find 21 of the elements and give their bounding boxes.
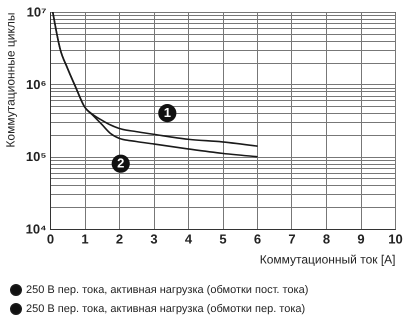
x-tick-label: 10 <box>388 232 403 246</box>
y-tick-label: 10⁶ <box>26 76 47 92</box>
x-tick-label: 7 <box>288 232 296 246</box>
x-tick-label: 9 <box>357 232 365 246</box>
y-axis-title: Коммутационные циклы <box>4 12 18 148</box>
x-tick-label: 1 <box>81 232 89 246</box>
x-tick-label: 4 <box>184 232 193 246</box>
x-tick-label: 3 <box>150 232 158 246</box>
x-tick-label: 0 <box>46 232 54 246</box>
x-axis-title: Коммутационный ток [A] <box>260 252 396 266</box>
annotation: 1 <box>164 105 171 120</box>
legend-label: 250 В пер. тока, активная нагрузка (обмотки пер. тока) <box>26 303 306 315</box>
y-tick-label: 10⁷ <box>26 4 46 20</box>
x-tick-label: 2 <box>116 232 124 246</box>
annotation: 2 <box>117 156 124 171</box>
x-tick-label: 5 <box>219 232 227 246</box>
y-tick-label: 10⁵ <box>26 149 46 164</box>
x-tick-label: 6 <box>254 232 262 246</box>
legend-label: 250 В пер. тока, активная нагрузка (обмотки пост. тока) <box>26 284 308 296</box>
x-tick-label: 8 <box>322 232 330 246</box>
y-tick-label: 10⁴ <box>26 222 46 236</box>
